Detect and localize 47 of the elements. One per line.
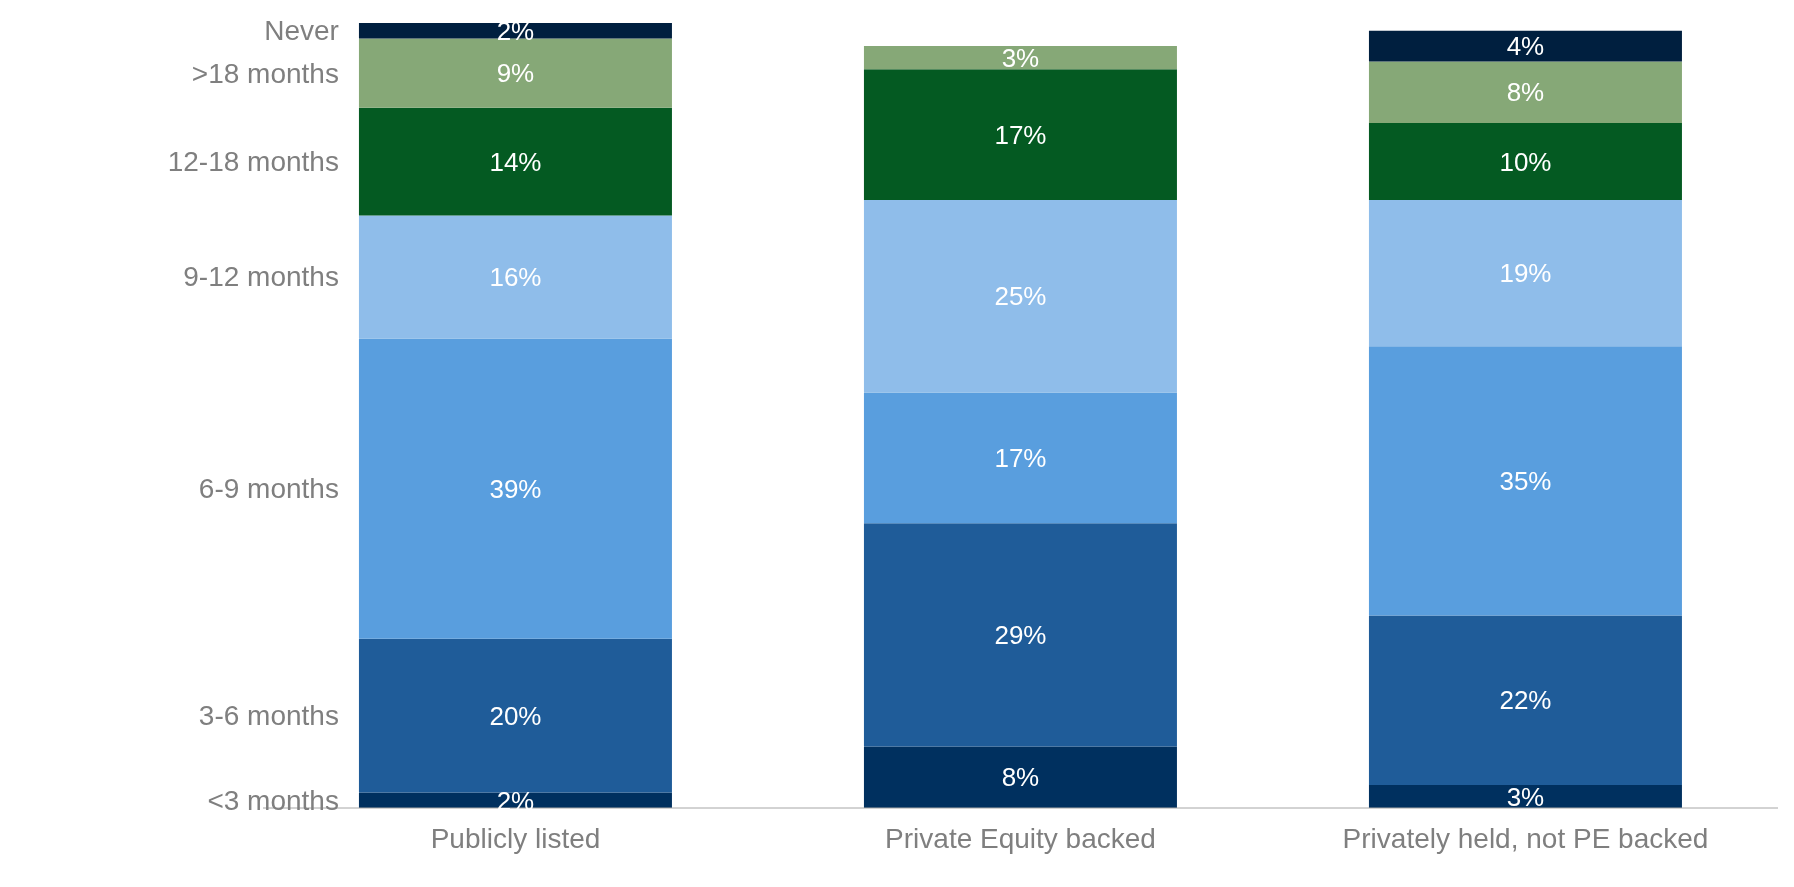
bar <box>863 523 1177 747</box>
series-label: 12-18 months <box>167 146 339 178</box>
data-label: 8% <box>1506 77 1545 108</box>
bar <box>863 46 1177 70</box>
bar <box>1368 615 1682 785</box>
x-tick-label: Private Equity backed <box>885 822 1156 854</box>
bar <box>358 23 672 39</box>
series-label: 6-9 months <box>198 473 339 505</box>
bar <box>1368 123 1682 201</box>
bar <box>863 200 1177 393</box>
bar <box>1368 30 1682 62</box>
data-label: 22% <box>1499 685 1552 716</box>
bar <box>863 746 1177 808</box>
data-label: 4% <box>1506 31 1545 62</box>
data-label: 8% <box>1001 762 1040 793</box>
data-label: 3% <box>1001 42 1040 73</box>
series-label: 9-12 months <box>183 261 339 293</box>
bar <box>1368 61 1682 124</box>
series-label: >18 months <box>191 57 339 89</box>
data-label: 35% <box>1499 466 1552 497</box>
data-label: 20% <box>489 700 542 731</box>
data-label: 9% <box>496 58 535 89</box>
data-label: 39% <box>489 473 542 504</box>
series-label: 3-6 months <box>198 700 339 732</box>
series-label: Never <box>264 15 339 47</box>
data-label: 17% <box>994 119 1047 150</box>
data-label: 14% <box>489 146 542 177</box>
series-label: <3 months <box>207 784 339 816</box>
bar <box>358 638 672 793</box>
bar <box>358 107 672 216</box>
bar <box>863 69 1177 201</box>
data-label: 16% <box>489 262 542 293</box>
bar <box>1368 200 1682 347</box>
x-tick-label: Privately held, not PE backed <box>1342 822 1709 854</box>
bar <box>358 215 672 339</box>
data-label: 3% <box>1506 781 1545 812</box>
data-label: 29% <box>994 620 1047 651</box>
data-label: 19% <box>1499 258 1552 289</box>
data-label: 10% <box>1499 146 1552 177</box>
data-label: 17% <box>994 443 1047 474</box>
x-tick-label: Publicly listed <box>430 822 601 854</box>
bar <box>863 392 1177 524</box>
bar <box>358 38 672 108</box>
data-label: 25% <box>994 281 1047 312</box>
bar <box>1368 784 1682 808</box>
bar <box>358 338 672 639</box>
bar <box>1368 346 1682 616</box>
